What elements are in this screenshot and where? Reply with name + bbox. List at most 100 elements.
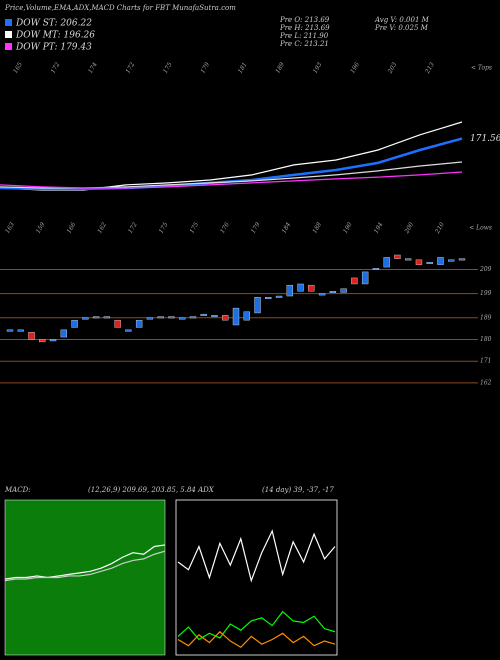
tops-label: 175 bbox=[162, 61, 174, 75]
candle-body bbox=[92, 316, 100, 319]
macd-label: MACD: bbox=[4, 486, 31, 494]
candle-body bbox=[361, 271, 369, 285]
series-line bbox=[177, 630, 336, 649]
info: Pre H: 213.69 bbox=[279, 24, 330, 32]
y-tick-label: 162 bbox=[480, 379, 492, 386]
lows-label: 179 bbox=[250, 221, 262, 235]
candle-body bbox=[297, 283, 304, 292]
candle-body bbox=[243, 311, 250, 321]
candle-body bbox=[200, 313, 207, 316]
series-line bbox=[0, 171, 463, 189]
candle-body bbox=[275, 295, 283, 298]
lows-label: 194 bbox=[373, 221, 385, 235]
lows-label: 175 bbox=[188, 221, 200, 235]
y-tick-label: 171 bbox=[480, 358, 491, 365]
legend-swatch bbox=[5, 43, 12, 50]
tops-label: 165 bbox=[12, 61, 24, 75]
series-line bbox=[177, 610, 336, 641]
candle-body bbox=[114, 319, 121, 328]
tops-label: 196 bbox=[349, 61, 361, 75]
candle-body bbox=[265, 297, 272, 299]
adx-params: (14 day) 39, -37, -17 bbox=[262, 486, 334, 494]
legend-entry: DOW PT: 179.43 bbox=[15, 43, 92, 53]
candle-body bbox=[415, 259, 423, 265]
y-tick-label: 189 bbox=[480, 314, 492, 321]
lows-label: 175 bbox=[158, 221, 170, 235]
candle-body bbox=[103, 316, 111, 319]
legend-entry: DOW ST: 206.22 bbox=[15, 19, 92, 29]
candle-body bbox=[308, 284, 315, 292]
candle-body bbox=[394, 254, 401, 259]
candle-body bbox=[458, 258, 466, 261]
title: Price,Volume,EMA,ADX,MACD Charts for FBT… bbox=[4, 4, 236, 12]
candle-body bbox=[157, 316, 164, 319]
tops-label: < Tops bbox=[471, 65, 492, 72]
tops-label: 189 bbox=[274, 61, 286, 75]
y-tick-label: 209 bbox=[479, 266, 492, 273]
legend-swatch bbox=[5, 19, 12, 26]
macd-params: (12,26,9) 209.69, 203.85, 5.84 ADX bbox=[88, 486, 215, 494]
tops-label: 172 bbox=[124, 61, 136, 75]
candle-body bbox=[254, 297, 261, 314]
candle-body bbox=[437, 257, 444, 265]
candle-body bbox=[17, 329, 24, 332]
candle-body bbox=[222, 315, 229, 321]
candle-body bbox=[329, 291, 337, 293]
tops-label: 193 bbox=[312, 61, 324, 75]
last-value: 171.56 bbox=[470, 134, 500, 144]
candle-body bbox=[168, 316, 175, 319]
legend-swatch bbox=[5, 31, 12, 38]
candle-body bbox=[178, 317, 186, 320]
tops-label: 174 bbox=[87, 61, 99, 75]
candle-body bbox=[125, 329, 132, 332]
tops-label: 179 bbox=[199, 61, 211, 75]
series-line bbox=[177, 529, 336, 583]
lows-label: 159 bbox=[35, 221, 47, 235]
candle-body bbox=[448, 259, 455, 262]
y-tick-label: 199 bbox=[480, 290, 492, 297]
candle-body bbox=[340, 288, 347, 293]
candle-body bbox=[351, 277, 358, 285]
lows-label: 166 bbox=[66, 221, 78, 235]
candle-body bbox=[60, 329, 68, 338]
y-tick-label: 180 bbox=[480, 336, 492, 343]
candle-body bbox=[286, 284, 294, 297]
candle-body bbox=[189, 316, 197, 319]
candle-body bbox=[232, 307, 240, 326]
candle-body bbox=[135, 319, 143, 328]
info: Pre V: 0.025 M bbox=[374, 24, 429, 32]
info: Pre L: 211.90 bbox=[279, 32, 329, 40]
candle-body bbox=[318, 293, 326, 296]
lows-label: < Lows bbox=[469, 225, 492, 232]
candle-body bbox=[28, 332, 35, 340]
lows-label: 163 bbox=[4, 221, 16, 235]
info: Pre C: 213.21 bbox=[279, 40, 329, 48]
series-line bbox=[4, 544, 166, 580]
lows-label: 184 bbox=[281, 221, 293, 235]
candle-body bbox=[146, 317, 154, 320]
candle-body bbox=[49, 339, 57, 342]
legend-entry: DOW MT: 196.26 bbox=[15, 31, 95, 41]
candle-body bbox=[39, 339, 46, 343]
lows-label: 190 bbox=[342, 221, 354, 235]
macd-panel bbox=[4, 499, 166, 656]
candle-body bbox=[211, 315, 218, 318]
candle-body bbox=[372, 268, 380, 270]
candle-body bbox=[404, 258, 412, 261]
tops-label: 181 bbox=[237, 61, 249, 74]
candle-body bbox=[71, 319, 78, 328]
info: Pre O: 213.69 bbox=[279, 16, 330, 24]
tops-label: 172 bbox=[50, 61, 62, 75]
candle-body bbox=[6, 329, 14, 332]
candle-body bbox=[426, 262, 433, 264]
candle-body bbox=[383, 257, 390, 268]
lows-label: 176 bbox=[219, 221, 231, 235]
lows-label: 172 bbox=[127, 221, 139, 235]
lows-label: 162 bbox=[96, 221, 108, 235]
series-line bbox=[4, 550, 166, 582]
lows-label: 188 bbox=[311, 221, 323, 235]
adx-panel bbox=[175, 499, 338, 656]
info: Avg V: 0.001 M bbox=[374, 16, 430, 24]
candle-body bbox=[82, 317, 89, 320]
